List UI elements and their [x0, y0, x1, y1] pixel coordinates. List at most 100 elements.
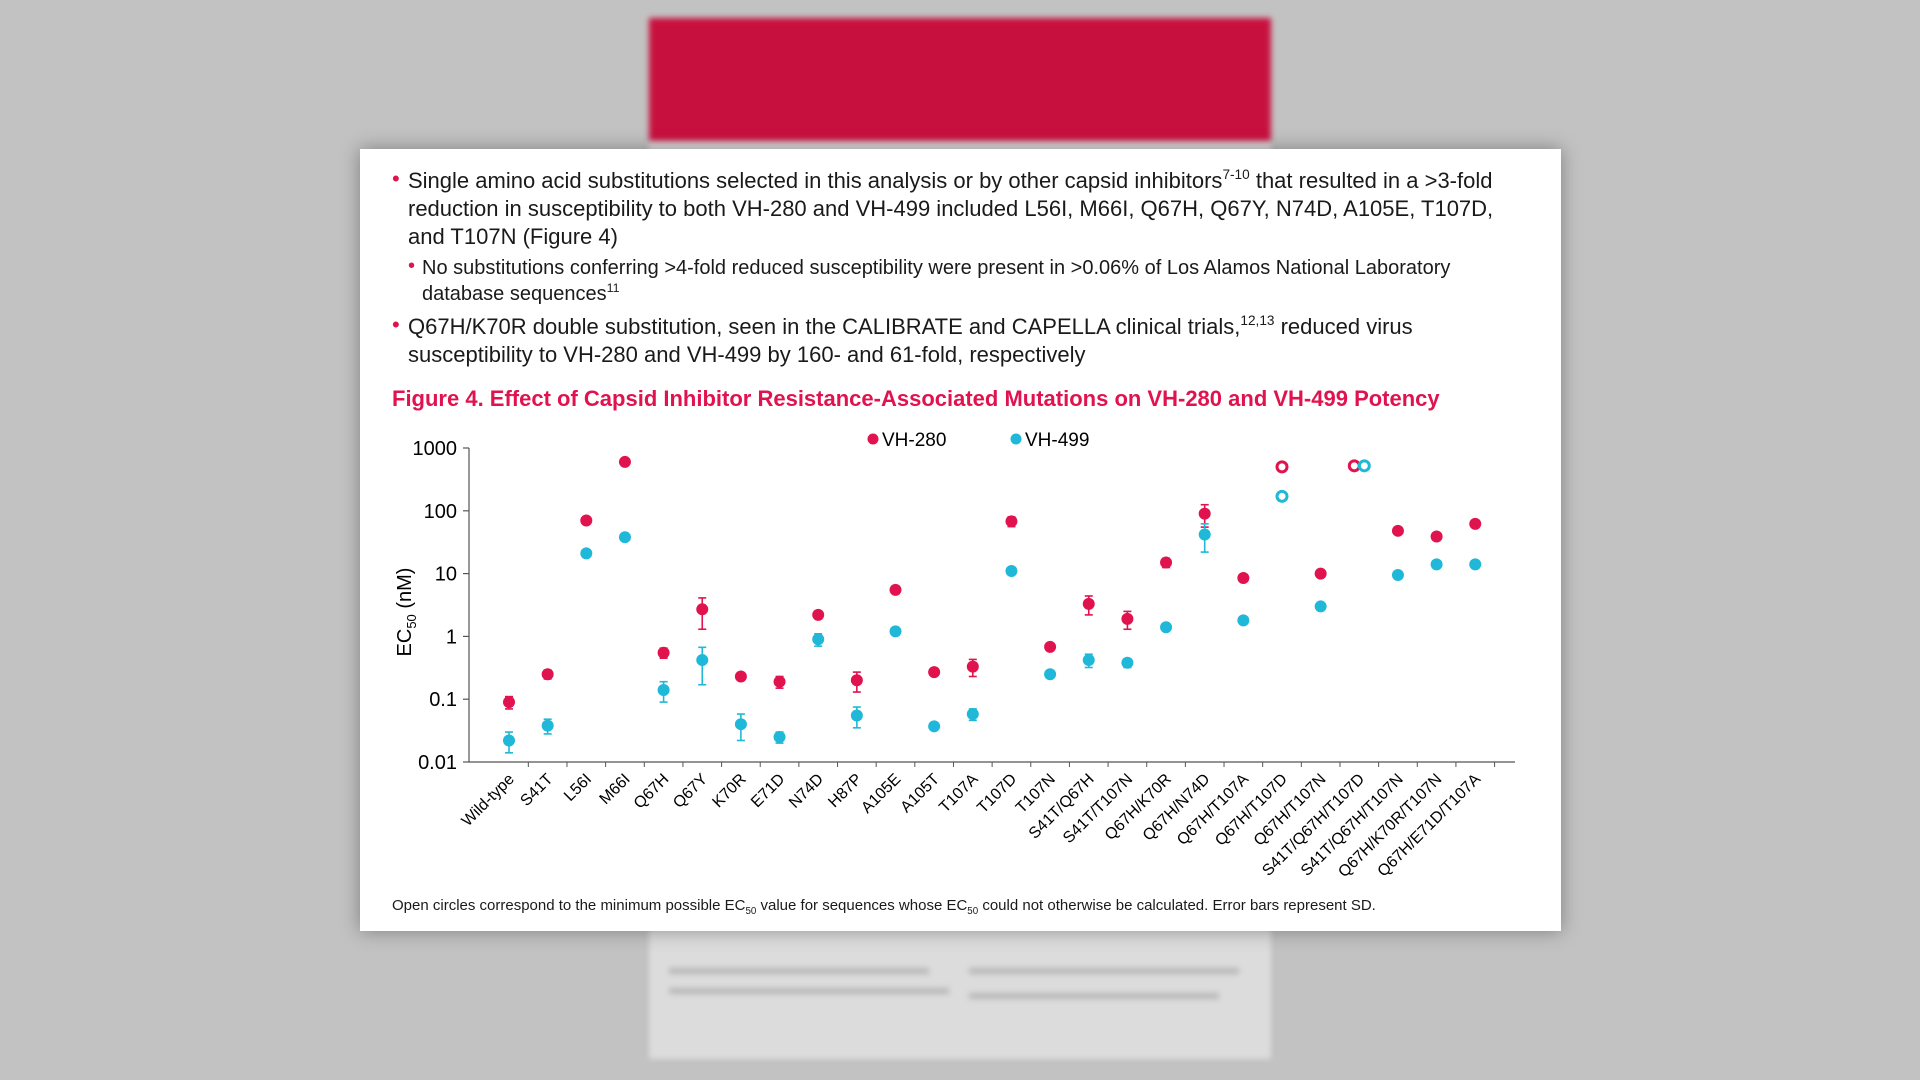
point [580, 514, 593, 527]
bullet-list: Single amino acid substitutions selected… [392, 165, 1532, 369]
x-tick-label: T107D [974, 771, 1020, 817]
point [966, 708, 979, 721]
footnote: Open circles correspond to the minimum p… [392, 897, 1376, 917]
text: (nM) [394, 568, 416, 615]
text: EC [394, 629, 416, 657]
x-tick-label: Q67Y [670, 771, 711, 812]
x-tick-label: Wild-type [459, 771, 518, 830]
point [928, 666, 941, 679]
reference: 50 [967, 906, 979, 917]
point [1160, 556, 1173, 569]
reference: 50 [745, 906, 757, 917]
point [1082, 597, 1095, 610]
point [773, 731, 786, 744]
point [1198, 528, 1211, 541]
text: that resulted in a >3-fold reduction in … [408, 168, 1494, 249]
point [618, 531, 631, 544]
point [966, 660, 979, 673]
point [1044, 640, 1057, 653]
x-tick-label: N74D [786, 771, 827, 812]
point [618, 455, 631, 468]
point [657, 684, 670, 697]
reference: 12,13 [1240, 313, 1275, 329]
y-tick-label: 100 [424, 501, 457, 523]
point [1237, 572, 1250, 585]
point [580, 547, 593, 560]
point [1082, 654, 1095, 667]
subscript: 50 [404, 614, 419, 628]
point [696, 654, 709, 667]
y-tick-label: 0.01 [418, 752, 457, 774]
y-tick-label: 10 [435, 564, 457, 586]
point [696, 603, 709, 616]
reference: 7-10 [1222, 167, 1250, 183]
x-tick-label: K70R [709, 771, 749, 811]
legend-label: VH-280 [882, 430, 946, 451]
point [1160, 621, 1173, 634]
point [889, 583, 902, 596]
point [1430, 558, 1443, 571]
poster-line [969, 993, 1219, 999]
bullet: Q67H/K70R double substitution, seen in t… [392, 311, 1508, 369]
point [1314, 600, 1327, 613]
point [850, 709, 863, 722]
point [1005, 565, 1018, 578]
text: reduced virus susceptibility to VH-280 a… [408, 314, 1413, 367]
point [734, 670, 747, 683]
y-axis-label: EC50 (nM) [394, 568, 419, 657]
point [1391, 568, 1404, 581]
text: No substitutions conferring >4-fold redu… [422, 257, 1451, 305]
point [1044, 668, 1057, 681]
point [503, 696, 515, 709]
legend-label: VH-499 [1025, 430, 1089, 451]
point [657, 646, 670, 659]
text: Open circles correspond to the minimum p… [392, 897, 746, 914]
y-tick-label: 1 [446, 626, 457, 648]
x-tick-label: A105E [858, 771, 904, 817]
point [1121, 612, 1134, 625]
point [812, 608, 825, 621]
text: Q67H/K70R double substitution, seen in t… [408, 314, 1241, 339]
point [889, 625, 902, 638]
sub-bullet: No substitutions conferring >4-fold redu… [392, 253, 1532, 307]
point [1121, 656, 1134, 669]
point-open [1275, 460, 1289, 474]
x-tick-label: M66I [597, 771, 634, 808]
point-open [1357, 459, 1371, 473]
poster-line [669, 968, 929, 974]
y-tick-label: 1000 [413, 438, 458, 460]
legend-marker [867, 433, 879, 445]
text: value for sequences whose EC [756, 897, 968, 914]
point [1469, 558, 1482, 571]
point [541, 719, 554, 732]
y-tick-label: 0.1 [429, 689, 457, 711]
text: Single amino acid substitutions selected… [408, 168, 1223, 193]
x-tick-label: L56I [561, 771, 595, 805]
x-tick-label: Q67H [631, 771, 673, 813]
x-tick-label: E71D [748, 771, 788, 811]
bullet: Single amino acid substitutions selected… [392, 165, 1508, 251]
point [812, 633, 825, 646]
point [1198, 507, 1211, 520]
point [1391, 524, 1404, 537]
x-tick-label: T107A [936, 771, 982, 817]
point [503, 734, 515, 747]
reference: 11 [606, 280, 620, 295]
figure-title: Figure 4. Effect of Capsid Inhibitor Res… [392, 386, 1440, 411]
point [1469, 517, 1482, 530]
point [734, 718, 747, 731]
point [928, 720, 941, 733]
point [850, 674, 863, 687]
point-open [1275, 489, 1289, 503]
legend-marker [1010, 433, 1022, 445]
poster-line [969, 968, 1239, 974]
point [541, 668, 554, 681]
point [1430, 530, 1443, 543]
point [1005, 515, 1018, 528]
poster-line [669, 988, 949, 994]
point [1314, 567, 1327, 580]
x-tick-label: S41T [517, 771, 556, 810]
poster-header [649, 18, 1271, 141]
